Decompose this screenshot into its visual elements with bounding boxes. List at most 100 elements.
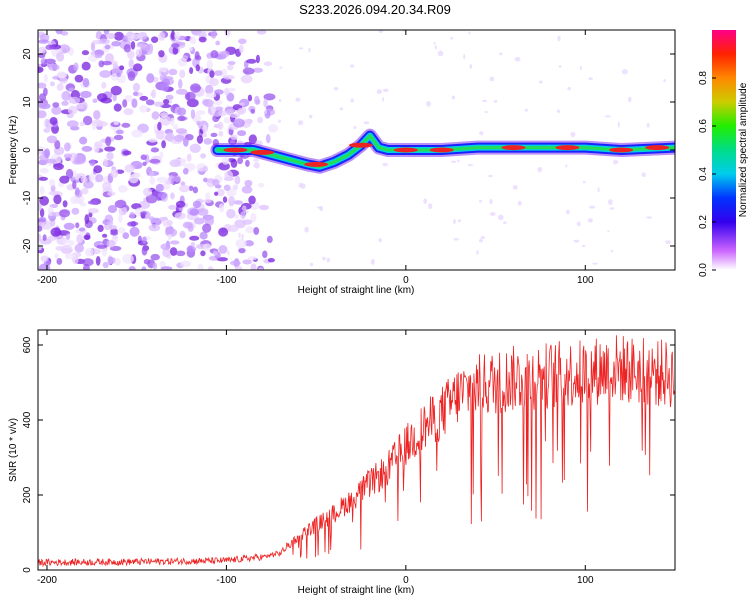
noise-speckle: [78, 227, 86, 232]
noise-speckle: [141, 246, 148, 256]
noise-speckle: [278, 99, 282, 103]
noise-speckle: [225, 108, 234, 116]
noise-speckle: [240, 74, 253, 84]
noise-speckle: [145, 99, 155, 106]
noise-speckle: [263, 61, 273, 67]
noise-speckle: [187, 224, 194, 232]
noise-speckle: [308, 47, 311, 53]
noise-speckle: [482, 99, 487, 103]
noise-speckle: [339, 107, 344, 111]
noise-speckle: [83, 263, 90, 270]
noise-speckle: [43, 73, 48, 83]
noise-speckle: [230, 134, 238, 140]
noise-speckle: [169, 247, 178, 256]
noise-speckle: [81, 50, 90, 56]
noise-speckle: [175, 88, 188, 95]
noise-speckle: [63, 153, 73, 159]
noise-speckle: [155, 183, 164, 192]
noise-speckle: [74, 187, 80, 196]
noise-speckle: [104, 55, 114, 62]
noise-speckle: [437, 50, 444, 57]
noise-speckle: [298, 47, 304, 50]
noise-speckle: [102, 261, 109, 269]
noise-speckle: [382, 88, 389, 92]
noise-speckle: [240, 211, 246, 220]
noise-speckle: [108, 225, 118, 230]
ridge-peak: [304, 161, 329, 167]
noise-speckle: [128, 59, 134, 68]
noise-speckle: [538, 80, 543, 84]
noise-speckle: [192, 186, 199, 194]
noise-speckle: [137, 31, 148, 40]
noise-speckle: [628, 96, 632, 103]
noise-speckle: [173, 134, 185, 142]
noise-speckle: [226, 64, 234, 71]
noise-speckle: [75, 103, 84, 110]
noise-speckle: [205, 92, 217, 98]
noise-speckle: [110, 231, 119, 236]
noise-speckle: [210, 50, 219, 59]
noise-speckle: [188, 46, 193, 52]
noise-speckle: [227, 224, 239, 232]
noise-speckle: [62, 200, 68, 208]
noise-speckle: [51, 106, 62, 115]
noise-speckle: [565, 164, 568, 168]
noise-speckle: [113, 120, 119, 125]
noise-speckle: [39, 208, 45, 218]
noise-speckle: [196, 135, 204, 144]
x-tick-label: 0: [403, 275, 409, 286]
noise-speckle: [608, 199, 613, 206]
noise-speckle: [257, 116, 264, 124]
noise-speckle: [237, 130, 247, 137]
noise-speckle: [245, 159, 250, 167]
noise-speckle: [463, 53, 466, 60]
noise-speckle: [60, 31, 69, 36]
noise-speckle: [229, 260, 241, 266]
noise-speckle: [122, 99, 128, 108]
noise-speckle: [127, 71, 136, 82]
noise-speckle: [145, 194, 158, 204]
noise-speckle: [118, 206, 128, 216]
noise-speckle: [189, 235, 200, 241]
noise-speckle: [556, 109, 561, 113]
noise-speckle: [149, 176, 156, 185]
bottom-y-axis-label: SNR (10 * v/v): [8, 418, 19, 482]
noise-speckle: [113, 31, 124, 41]
noise-speckle: [212, 250, 218, 256]
noise-speckle: [50, 81, 55, 87]
noise-speckle: [50, 227, 62, 237]
noise-speckle: [457, 219, 462, 223]
noise-speckle: [136, 43, 148, 48]
noise-speckle: [209, 70, 215, 78]
y-tick-label: 400: [22, 411, 33, 428]
noise-speckle: [99, 70, 112, 78]
noise-speckle: [94, 53, 103, 59]
noise-speckle: [203, 98, 214, 108]
noise-speckle: [102, 181, 112, 191]
noise-speckle: [297, 120, 304, 126]
noise-speckle: [158, 31, 166, 41]
noise-speckle: [212, 178, 220, 187]
noise-speckle: [247, 94, 253, 102]
noise-speckle: [64, 253, 77, 260]
noise-speckle: [152, 262, 158, 270]
noise-speckle: [81, 145, 93, 152]
noise-speckle: [218, 130, 224, 137]
noise-speckle: [38, 110, 47, 119]
noise-speckle: [101, 247, 108, 257]
noise-speckle: [105, 32, 116, 40]
noise-speckle: [493, 99, 498, 103]
noise-speckle: [179, 69, 186, 79]
noise-speckle: [61, 90, 71, 101]
noise-speckle: [190, 83, 201, 93]
ridge-peak: [223, 147, 248, 153]
noise-speckle: [81, 187, 89, 195]
noise-speckle: [258, 267, 264, 270]
noise-speckle: [156, 176, 169, 183]
noise-speckle: [524, 108, 528, 112]
noise-speckle: [168, 204, 177, 210]
noise-speckle: [250, 263, 257, 270]
noise-speckle: [239, 44, 244, 54]
noise-speckle: [56, 71, 66, 79]
noise-speckle: [55, 246, 64, 251]
